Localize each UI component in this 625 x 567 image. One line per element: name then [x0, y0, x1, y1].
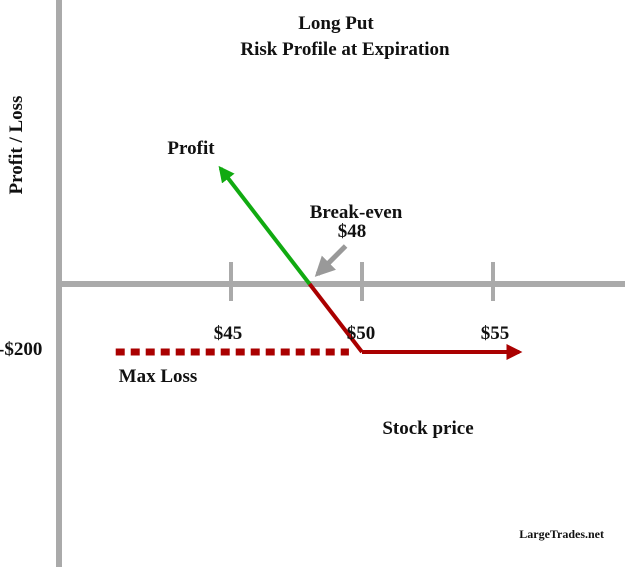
y-tick-label-minus-200: -$200	[0, 339, 42, 360]
x-tick-label-45: $45	[214, 323, 243, 344]
x-tick-label-55: $55	[481, 323, 510, 344]
break-even-arrow	[314, 244, 348, 277]
site-credit: LargeTrades.net	[519, 527, 604, 541]
x-axis-label: Stock price	[382, 418, 473, 439]
y-axis-label: Profit / Loss	[6, 96, 27, 195]
x-tick-label-50: $50	[347, 323, 376, 344]
loss-line-1	[308, 282, 364, 354]
max-loss-label: Max Loss	[119, 366, 198, 387]
profit-label: Profit	[167, 138, 215, 159]
chart-title: Long Put	[298, 13, 374, 34]
profit-line-0	[218, 165, 312, 286]
break-even-label: Break-even	[310, 202, 403, 223]
break-even-value: $48	[338, 221, 367, 242]
chart-subtitle: Risk Profile at Expiration	[240, 39, 450, 60]
